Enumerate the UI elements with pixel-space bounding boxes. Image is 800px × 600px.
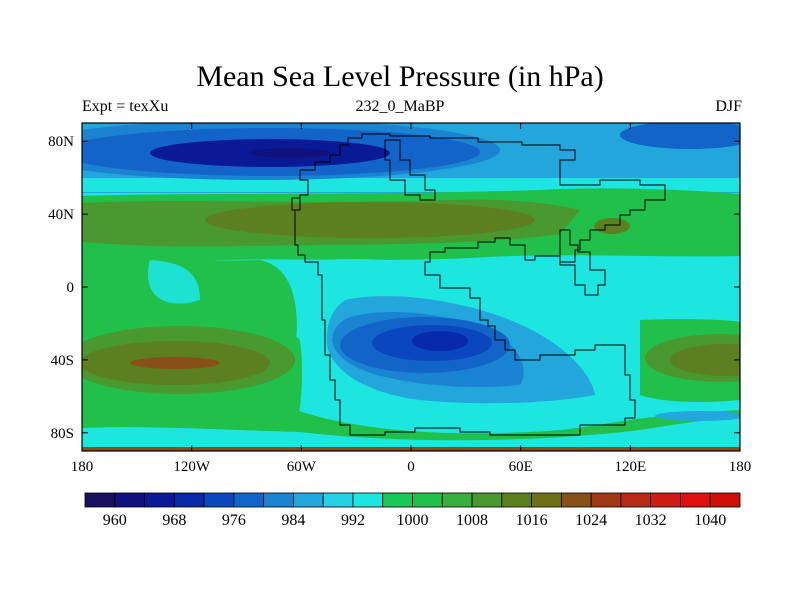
field-south-polar-cap [82,418,740,451]
x-tick-label: 120E [614,459,646,475]
field-north-high-core [205,202,535,238]
field-south-high-east-core [670,344,740,376]
x-tick-label: 0 [407,459,415,475]
field-south-polar-blue [655,411,740,421]
colorbar-label: 1008 [456,512,488,529]
season-label: DJF [715,98,742,115]
colorbar-swatch [709,492,741,508]
colorbar-swatch [560,492,592,508]
colorbar-label: 992 [341,512,365,529]
y-tick-label: 40N [48,207,74,223]
x-tick-label: 60E [509,459,533,475]
field-north-high-east [594,218,630,234]
x-tick-label: 60W [287,459,317,475]
y-tick-label: 80N [48,134,74,150]
continent-outline-west [291,197,301,211]
x-axis: 180 120W 60W 0 60E 120E 180 [71,123,752,475]
y-tick-label: 40S [51,353,74,369]
experiment-label: Expt = texXu [82,98,169,115]
colorbar-label: 984 [281,512,305,529]
colorbar-label: 1024 [575,512,607,529]
colorbar-swatch [173,492,205,508]
colorbar-swatch [203,492,235,508]
colorbar-label: 976 [222,512,246,529]
colorbar-swatch [263,492,294,508]
y-tick-label: 80S [51,426,74,442]
chart-title: Mean Sea Level Pressure (in hPa) [196,60,604,93]
colorbar: 960 968 976 984 992 1000 1008 1016 1024 1032 1040 [84,492,741,529]
colorbar-swatch [590,492,622,508]
colorbar-label: 1016 [516,512,548,529]
colorbar-swatch [620,492,652,508]
continent-outline-inner [384,139,436,201]
field-north-transition [82,178,740,192]
colorbar-swatch [441,492,473,508]
continent-outline-east [559,229,606,296]
colorbar-swatch [412,492,443,508]
colorbar-label: 1000 [397,512,429,529]
colorbar-swatch [352,492,384,508]
continent-outline [294,133,666,436]
x-tick-label: 120W [173,459,211,475]
colorbar-swatch [144,492,175,508]
colorbar-label: 968 [162,512,186,529]
colorbar-swatch [382,492,413,508]
pressure-field [82,123,740,451]
y-axis: 80N 40N 0 40S 80S [48,134,740,442]
colorbar-swatch [650,492,681,508]
field-south-high-west-core [130,357,220,369]
field-north-low-core [250,148,330,158]
colorbar-swatch [293,492,324,508]
y-tick-label: 0 [67,280,75,296]
field-continent-low-core [412,331,468,351]
colorbar-swatch [471,492,503,508]
x-tick-label: 180 [729,459,752,475]
colorbar-label: 1032 [635,512,667,529]
field-north-low-east [620,123,740,149]
colorbar-label: 1040 [694,512,726,529]
colorbar-swatch [322,492,354,508]
colorbar-swatch [84,492,116,508]
colorbar-swatch [233,492,265,508]
colorbar-swatch [531,492,562,508]
colorbar-swatch [680,492,711,508]
colorbar-swatch [501,492,532,508]
time-period-label: 232_0_MaBP [355,98,445,115]
colorbar-label: 960 [103,512,127,529]
x-tick-label: 180 [71,459,94,475]
colorbar-swatch [114,492,145,508]
field-equatorial-gap [148,260,200,304]
